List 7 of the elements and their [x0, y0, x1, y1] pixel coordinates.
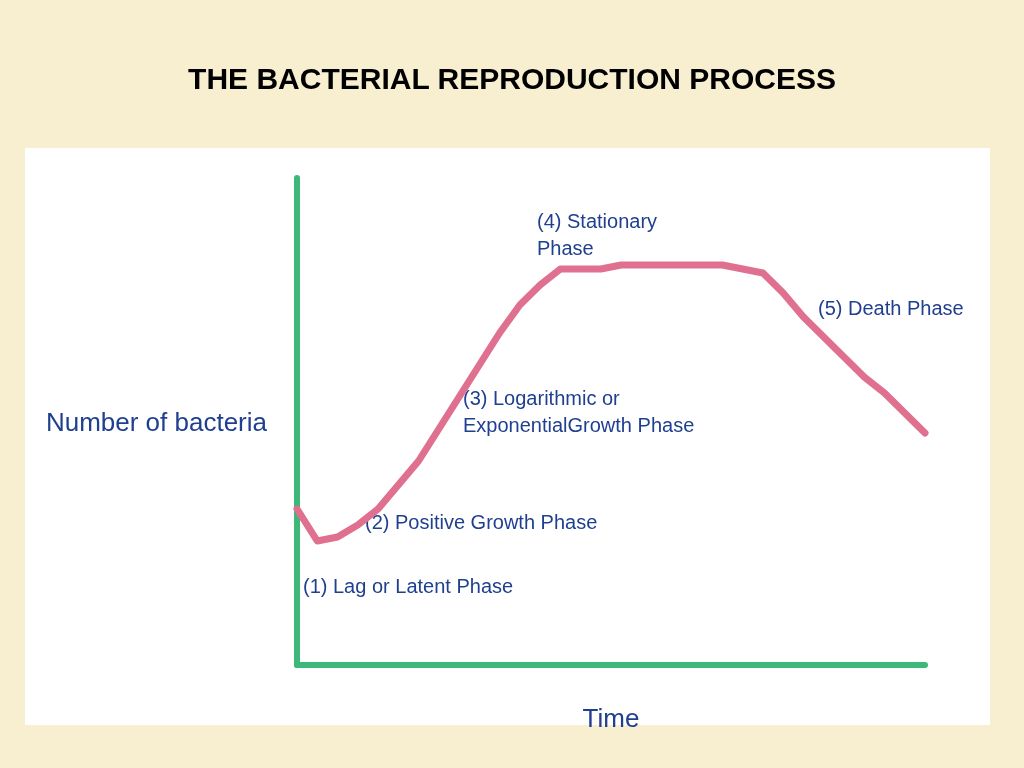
- chart-title: THE BACTERIAL REPRODUCTION PROCESS: [188, 61, 836, 95]
- text: (4) Stationary Phase: [537, 209, 663, 259]
- x-axis-title: Time: [582, 703, 640, 733]
- annotation: (5) Death Phase: [818, 296, 964, 319]
- annotation: (1) Lag or Latent Phase: [303, 574, 514, 597]
- annotation: (3) Logarithmic or ExponentialGrowth Phase: [463, 386, 695, 436]
- y-axis-title: Number of bacteria: [45, 406, 268, 437]
